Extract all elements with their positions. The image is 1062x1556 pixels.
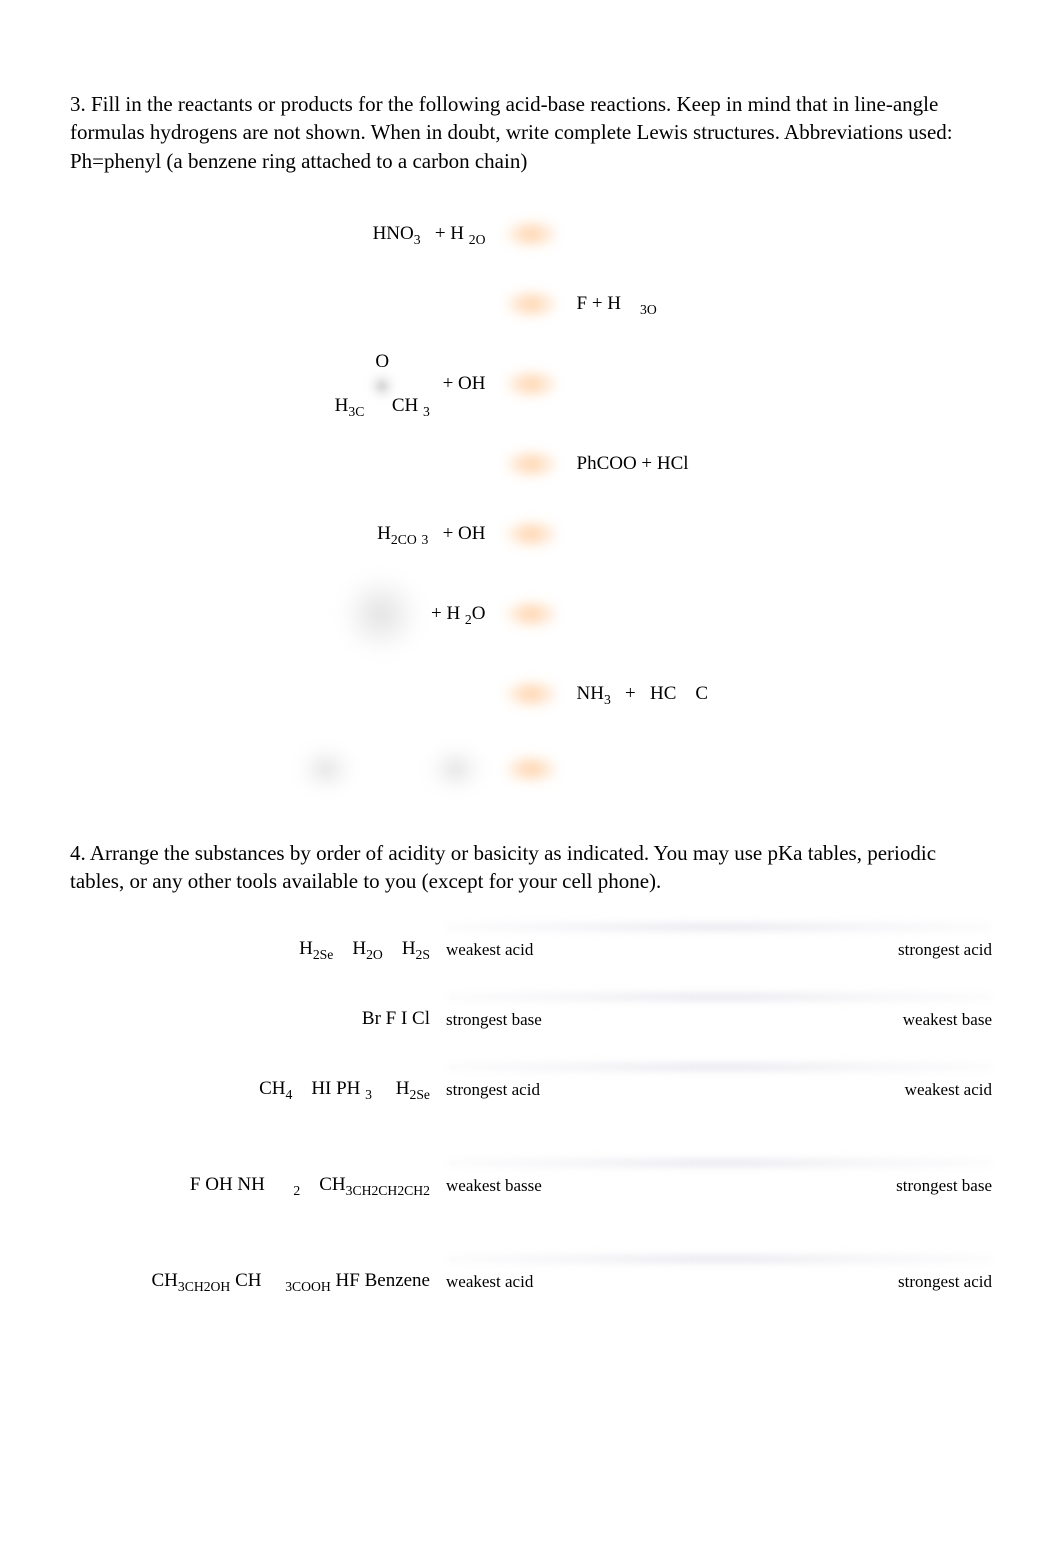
q4-left-end: strongest base xyxy=(446,1010,542,1030)
q4-left-end: weakest acid xyxy=(446,940,533,960)
q4-scale: weakest basse strongest base xyxy=(446,1130,992,1196)
answer-blur xyxy=(504,449,559,479)
reaction-row: F + H 3O xyxy=(70,269,992,339)
reaction-right: F + H 3O xyxy=(565,293,917,315)
q4-row: CH3CH2OH CH 3COOH HF Benzeneweakest acid… xyxy=(70,1226,992,1292)
q4-row: F OH NH 2 CH3CH2CH2CH2weakest basse stron… xyxy=(70,1130,992,1196)
reaction-row: NH3 + HC C xyxy=(70,659,992,729)
q4-substances: CH3CH2OH CH 3COOH HF Benzene xyxy=(70,1270,446,1292)
q3-reactions: HNO3 + H 2O F + H 3O O H3C CH 3 xyxy=(70,199,992,809)
q4-right-end: strongest acid xyxy=(898,1272,992,1292)
q4-rows: H2Se H2O H2Sweakest acidstrongest acidBr… xyxy=(70,920,992,1292)
q4-left-end: weakest acid xyxy=(446,1272,533,1292)
answer-blur xyxy=(504,219,559,249)
answer-blur xyxy=(504,369,559,399)
q4-answer-line xyxy=(446,920,992,934)
q4-end-labels: weakest basse strongest base xyxy=(446,1176,992,1196)
q4-row: CH4 HI PH 3 H2Sestrongest acid weakest ac… xyxy=(70,1060,992,1100)
reaction-left xyxy=(146,744,498,794)
page: 3. Fill in the reactants or products for… xyxy=(0,0,1062,1556)
q4-end-labels: weakest acid strongest acid xyxy=(446,1272,992,1292)
answer-blur xyxy=(504,679,559,709)
reaction-row: HNO3 + H 2O xyxy=(70,199,992,269)
q4-right-end: strongest acid xyxy=(898,940,992,960)
answer-blur xyxy=(504,519,559,549)
q4-left-end: weakest basse xyxy=(446,1176,542,1196)
q4-substances: Br F I Cl xyxy=(70,1008,446,1030)
q4-scale: weakest acid strongest acid xyxy=(446,1226,992,1292)
reaction-row: PhCOO + HCl xyxy=(70,429,992,499)
q4-substances: CH4 HI PH 3 H2Se xyxy=(70,1078,446,1100)
reaction-text: + H 2O xyxy=(426,603,485,625)
reaction-row: O H3C CH 3 + OH xyxy=(70,339,992,429)
answer-blur xyxy=(504,289,559,319)
reaction-left: + H 2O xyxy=(146,575,498,653)
reaction-text: + OH xyxy=(438,373,486,395)
reaction-right: PhCOO + HCl xyxy=(565,453,917,475)
q4-scale: strongest acid weakest acid xyxy=(446,1060,992,1100)
q4-end-labels: strongest acid weakest acid xyxy=(446,1080,992,1100)
structure-blur xyxy=(296,744,356,794)
acetone-blur xyxy=(368,372,396,400)
acetone-left: H3C xyxy=(335,395,365,416)
reaction-right: NH3 + HC C xyxy=(565,683,917,705)
q4-scale: weakest acid strongest acid xyxy=(446,920,992,960)
answer-blur xyxy=(504,754,559,784)
ring-blur xyxy=(342,575,420,653)
q4-end-labels: weakest acid strongest acid xyxy=(446,940,992,960)
reaction-row xyxy=(70,729,992,809)
q4-answer-line xyxy=(446,1156,992,1170)
q4-end-labels: strongest base weakest base xyxy=(446,1010,992,1030)
q4-answer-line xyxy=(446,990,992,1004)
q4-answer-line xyxy=(446,1252,992,1266)
q4-answer-line xyxy=(446,1060,992,1074)
acetone-o: O xyxy=(375,352,389,372)
q4-scale: strongest base weakest base xyxy=(446,990,992,1030)
reaction-text: F + H 3O xyxy=(577,293,657,315)
reaction-text: H2CO 3 + OH xyxy=(377,523,485,545)
reaction-left: O H3C CH 3 + OH xyxy=(146,352,498,416)
reaction-row: H2CO 3 + OH xyxy=(70,499,992,569)
reaction-text: HNO3 + H 2O xyxy=(373,223,486,245)
q4-right-end: strongest base xyxy=(896,1176,992,1196)
reaction-left: H2CO 3 + OH xyxy=(146,523,498,545)
q4-row: Br F I Clstrongest base weakest base xyxy=(70,990,992,1030)
acetone-right: CH 3 xyxy=(392,395,430,416)
q4-left-end: strongest acid xyxy=(446,1080,540,1100)
reaction-row: + H 2O xyxy=(70,569,992,659)
q4-prompt: 4. Arrange the substances by order of ac… xyxy=(70,839,992,896)
q4-substances: H2Se H2O H2S xyxy=(70,938,446,960)
acetone-structure: O H3C CH 3 xyxy=(335,352,430,416)
structure-blur xyxy=(426,744,486,794)
reaction-text: NH3 + HC C xyxy=(577,683,709,705)
q4-row: H2Se H2O H2Sweakest acid strongest acid xyxy=(70,920,992,960)
reaction-left: HNO3 + H 2O xyxy=(146,223,498,245)
reaction-text: PhCOO + HCl xyxy=(577,453,689,475)
q4-right-end: weakest base xyxy=(903,1010,992,1030)
q3-prompt: 3. Fill in the reactants or products for… xyxy=(70,90,992,175)
q4-right-end: weakest acid xyxy=(905,1080,992,1100)
answer-blur xyxy=(504,599,559,629)
q4-substances: F OH NH 2 CH3CH2CH2CH2 xyxy=(70,1174,446,1196)
